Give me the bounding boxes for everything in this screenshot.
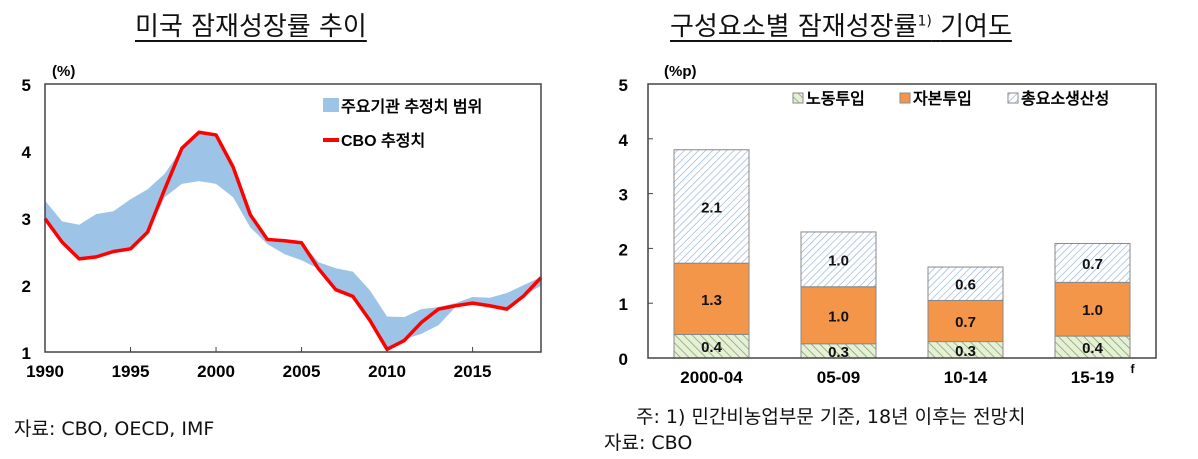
plot-frame (44, 83, 542, 353)
cbo-line (43, 130, 543, 352)
bar-segment-1 (1054, 281, 1131, 337)
data-label: 1.0 (1082, 302, 1103, 319)
y-tick-label: 2 (22, 277, 31, 296)
left-chart-title: 미국 잠재성장률 추이 (135, 12, 367, 42)
y-axis-unit: (%p) (664, 63, 697, 80)
x-tick-label: 10-14 (944, 368, 988, 387)
data-label: 0.7 (955, 314, 976, 331)
data-label: 0.3 (828, 344, 849, 361)
left-source-note: 자료: CBO, OECD, IMF (14, 418, 215, 440)
x-tick-superscript: f (1131, 362, 1136, 376)
x-tick-label: 2000-04 (680, 368, 743, 387)
x-tick-label: 05-09 (817, 368, 860, 387)
right-title-main: 구성요소별 잠재성장률 (670, 12, 918, 42)
right-chart-title: 구성요소별 잠재성장률1) 기여도 (670, 6, 1012, 43)
data-label: 0.3 (955, 343, 976, 360)
bar-segment-1 (673, 262, 750, 335)
x-tick-label: 2010 (368, 362, 406, 381)
legend-swatch-1 (899, 92, 911, 104)
legend-swatch-2 (1007, 92, 1019, 104)
y-tick-label: 1 (619, 295, 628, 314)
y-tick-label: 5 (619, 76, 628, 95)
bar-segment-2 (673, 149, 750, 264)
legend-swatch-0 (792, 92, 804, 104)
y-tick-label: 4 (22, 143, 32, 162)
data-label: 1.3 (701, 292, 722, 309)
right-title-suffix: 기여도 (940, 12, 1012, 42)
x-tick-label: 2005 (283, 362, 321, 381)
right-footnote: 주: 1) 민간비농업부문 기준, 18년 이후는 전망치 (636, 406, 1026, 428)
data-label: 0.4 (701, 339, 723, 356)
data-label: 0.7 (1082, 256, 1103, 273)
x-tick-label: 1995 (112, 362, 150, 381)
legend-cbo-label: CBO 추정치 (341, 131, 425, 150)
y-tick-label: 2 (619, 240, 628, 259)
legend-label-1: 자본투입 (913, 90, 972, 108)
right-title-footnote-mark: 1) (917, 13, 932, 30)
legend-band-swatch (323, 98, 339, 112)
x-tick-label: 15-19 (1071, 368, 1114, 387)
legend-label-2: 총요소생산성 (1021, 90, 1109, 108)
y-tick-label: 3 (22, 210, 31, 229)
y-tick-label: 5 (22, 76, 31, 95)
bar-segment-2 (927, 266, 1004, 301)
data-label: 0.4 (1082, 340, 1104, 357)
plot-frame (647, 83, 1157, 359)
data-label: 1.0 (828, 252, 849, 269)
y-tick-label: 1 (22, 344, 31, 363)
x-tick-label: 2015 (454, 362, 492, 381)
bar-segment-2 (1054, 242, 1131, 283)
y-tick-label: 0 (619, 350, 628, 369)
y-tick-label: 4 (619, 131, 629, 150)
bar-segment-2 (800, 231, 877, 288)
x-tick-label: 1990 (26, 362, 64, 381)
x-tick-label: 2000 (197, 362, 235, 381)
y-axis-unit: (%) (52, 63, 75, 80)
data-label: 0.6 (955, 277, 976, 294)
range-band (45, 132, 541, 350)
legend-label-0: 노동투입 (806, 90, 865, 108)
data-label: 2.1 (701, 199, 722, 216)
right-source-note: 자료: CBO (604, 432, 693, 454)
bar-segment-1 (800, 286, 877, 345)
data-label: 1.0 (828, 308, 849, 325)
y-tick-label: 3 (619, 186, 628, 205)
legend-band-label: 주요기관 추정치 범위 (341, 97, 482, 116)
